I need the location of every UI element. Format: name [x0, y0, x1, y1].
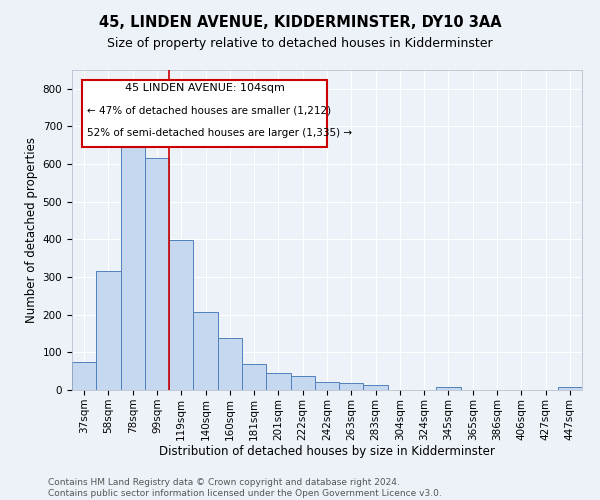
FancyBboxPatch shape — [82, 80, 327, 147]
Bar — [121, 138, 145, 390]
Text: Size of property relative to detached houses in Kidderminster: Size of property relative to detached ho… — [107, 38, 493, 51]
Bar — [436, 388, 461, 390]
Bar — [193, 312, 218, 390]
Bar — [364, 386, 388, 390]
Bar — [72, 362, 96, 390]
X-axis label: Distribution of detached houses by size in Kidderminster: Distribution of detached houses by size … — [159, 446, 495, 458]
Bar — [290, 376, 315, 390]
Y-axis label: Number of detached properties: Number of detached properties — [25, 137, 38, 323]
Text: Contains HM Land Registry data © Crown copyright and database right 2024.
Contai: Contains HM Land Registry data © Crown c… — [48, 478, 442, 498]
Bar — [96, 272, 121, 390]
Bar — [145, 158, 169, 390]
Bar — [218, 338, 242, 390]
Text: 45, LINDEN AVENUE, KIDDERMINSTER, DY10 3AA: 45, LINDEN AVENUE, KIDDERMINSTER, DY10 3… — [98, 15, 502, 30]
Bar — [315, 382, 339, 390]
Bar — [242, 364, 266, 390]
Text: ← 47% of detached houses are smaller (1,212): ← 47% of detached houses are smaller (1,… — [88, 105, 331, 115]
Bar — [266, 372, 290, 390]
Bar — [169, 240, 193, 390]
Bar — [558, 387, 582, 390]
Text: 52% of semi-detached houses are larger (1,335) →: 52% of semi-detached houses are larger (… — [88, 128, 352, 138]
Bar — [339, 383, 364, 390]
Text: 45 LINDEN AVENUE: 104sqm: 45 LINDEN AVENUE: 104sqm — [125, 83, 284, 93]
